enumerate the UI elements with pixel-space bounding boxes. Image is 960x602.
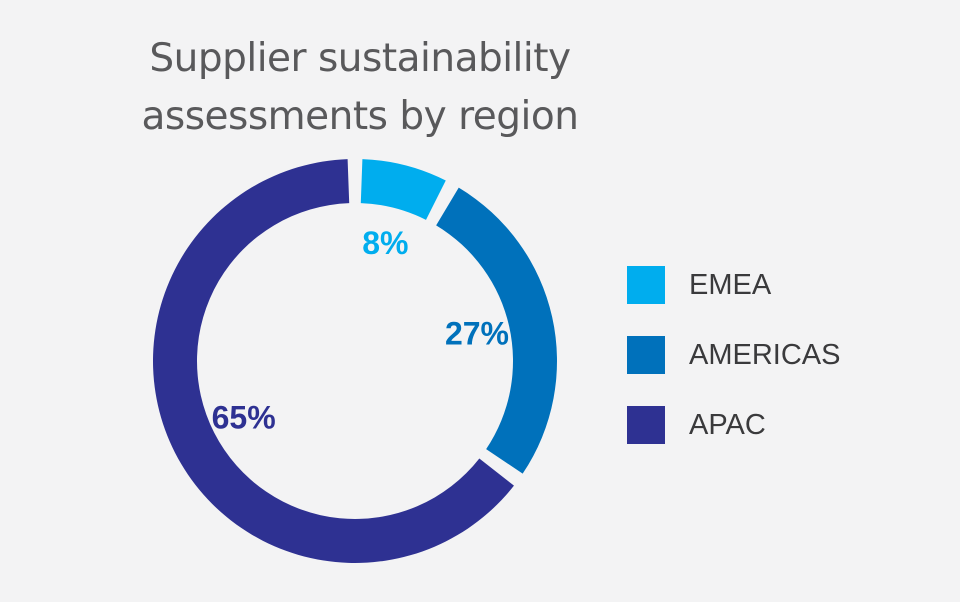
- chart-title: Supplier sustainability assessments by r…: [110, 30, 610, 146]
- legend-swatch-apac: [627, 406, 665, 444]
- legend-label-emea: EMEA: [689, 268, 772, 301]
- chart-title-line-1: Supplier sustainability: [149, 36, 571, 81]
- legend: EMEA AMERICAS APAC: [627, 266, 840, 476]
- donut-slices: [152, 159, 557, 563]
- donut-slice-americas: [436, 187, 557, 474]
- legend-item-americas: AMERICAS: [627, 336, 840, 374]
- donut-slice-emea: [360, 159, 446, 220]
- legend-swatch-americas: [627, 336, 665, 374]
- slice-label-apac: 65%: [212, 400, 276, 436]
- legend-label-apac: APAC: [689, 408, 766, 441]
- legend-item-apac: APAC: [627, 406, 840, 444]
- slice-label-americas: 27%: [445, 316, 509, 352]
- chart-title-line-2: assessments by region: [141, 94, 579, 139]
- legend-item-emea: EMEA: [627, 266, 840, 304]
- slice-label-emea: 8%: [362, 225, 408, 261]
- legend-swatch-emea: [627, 266, 665, 304]
- donut-slice-labels: 8% 27% 65%: [212, 225, 509, 436]
- legend-label-americas: AMERICAS: [689, 338, 841, 371]
